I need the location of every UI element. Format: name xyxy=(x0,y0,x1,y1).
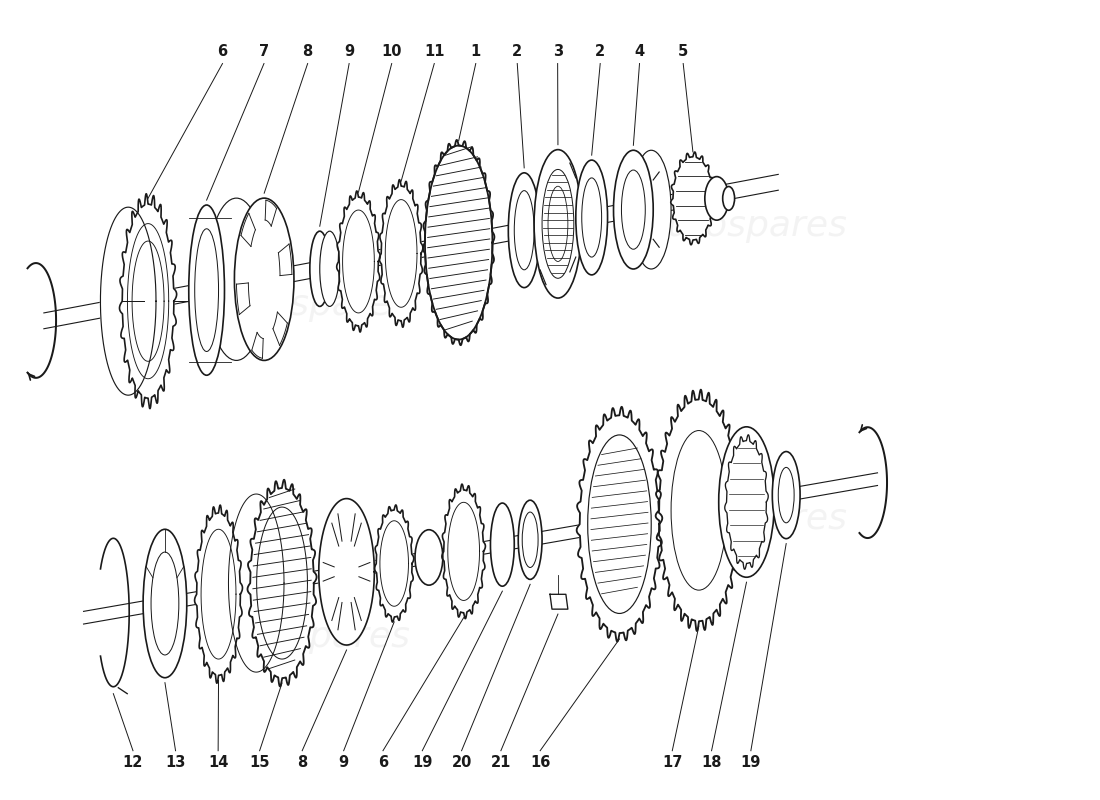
Ellipse shape xyxy=(575,160,607,275)
Ellipse shape xyxy=(491,503,515,586)
Text: 19: 19 xyxy=(740,755,761,770)
Ellipse shape xyxy=(718,427,774,578)
Text: eurospares: eurospares xyxy=(646,502,847,536)
Polygon shape xyxy=(195,505,242,683)
Ellipse shape xyxy=(779,467,794,523)
Text: 19: 19 xyxy=(412,755,432,770)
Text: 16: 16 xyxy=(530,755,550,770)
Text: 6: 6 xyxy=(378,755,388,770)
Text: 21: 21 xyxy=(491,755,512,770)
Ellipse shape xyxy=(234,198,294,361)
Ellipse shape xyxy=(772,451,800,538)
Ellipse shape xyxy=(548,186,568,262)
Polygon shape xyxy=(319,498,374,645)
Text: 20: 20 xyxy=(451,755,472,770)
Text: 8: 8 xyxy=(302,44,312,59)
Polygon shape xyxy=(229,494,284,672)
Text: 3: 3 xyxy=(552,44,563,59)
Text: 2: 2 xyxy=(595,44,605,59)
Polygon shape xyxy=(725,434,768,570)
Text: 15: 15 xyxy=(250,755,270,770)
Ellipse shape xyxy=(189,205,224,375)
Polygon shape xyxy=(671,152,715,245)
Polygon shape xyxy=(100,207,156,395)
Ellipse shape xyxy=(631,150,671,269)
Text: eurospares: eurospares xyxy=(209,288,410,322)
Text: 9: 9 xyxy=(339,755,349,770)
Text: eurospares: eurospares xyxy=(209,621,410,654)
Ellipse shape xyxy=(723,186,735,210)
Ellipse shape xyxy=(705,177,728,220)
Polygon shape xyxy=(375,505,414,622)
Ellipse shape xyxy=(582,178,602,257)
Ellipse shape xyxy=(522,512,538,567)
Text: 9: 9 xyxy=(344,44,354,59)
Text: 17: 17 xyxy=(662,755,682,770)
Ellipse shape xyxy=(542,170,574,278)
Polygon shape xyxy=(248,480,317,686)
Text: 2: 2 xyxy=(513,44,522,59)
Text: 8: 8 xyxy=(297,755,307,770)
Text: 7: 7 xyxy=(258,44,270,59)
Ellipse shape xyxy=(195,229,219,351)
Ellipse shape xyxy=(143,530,187,678)
Text: 13: 13 xyxy=(165,755,186,770)
Ellipse shape xyxy=(415,530,443,585)
Ellipse shape xyxy=(151,552,179,655)
Text: eurospares: eurospares xyxy=(646,209,847,243)
Text: 4: 4 xyxy=(635,44,645,59)
Ellipse shape xyxy=(614,150,653,269)
Text: 11: 11 xyxy=(424,44,444,59)
Ellipse shape xyxy=(320,231,340,306)
Ellipse shape xyxy=(207,198,266,361)
Ellipse shape xyxy=(518,500,542,579)
Text: 14: 14 xyxy=(208,755,229,770)
Ellipse shape xyxy=(508,173,540,288)
Text: 5: 5 xyxy=(678,44,689,59)
Polygon shape xyxy=(120,194,177,409)
Polygon shape xyxy=(656,390,743,631)
Polygon shape xyxy=(576,406,662,642)
Polygon shape xyxy=(337,191,381,332)
Text: 12: 12 xyxy=(123,755,143,770)
Ellipse shape xyxy=(310,231,330,306)
Text: 6: 6 xyxy=(218,44,228,59)
Text: 10: 10 xyxy=(382,44,402,59)
Text: 18: 18 xyxy=(702,755,722,770)
Polygon shape xyxy=(379,180,422,327)
Ellipse shape xyxy=(587,435,651,614)
Ellipse shape xyxy=(535,150,582,298)
Ellipse shape xyxy=(671,430,727,590)
Polygon shape xyxy=(442,484,485,618)
Ellipse shape xyxy=(515,190,535,270)
Ellipse shape xyxy=(621,170,646,250)
Polygon shape xyxy=(550,594,568,609)
Polygon shape xyxy=(425,146,493,339)
Text: 1: 1 xyxy=(471,44,481,59)
